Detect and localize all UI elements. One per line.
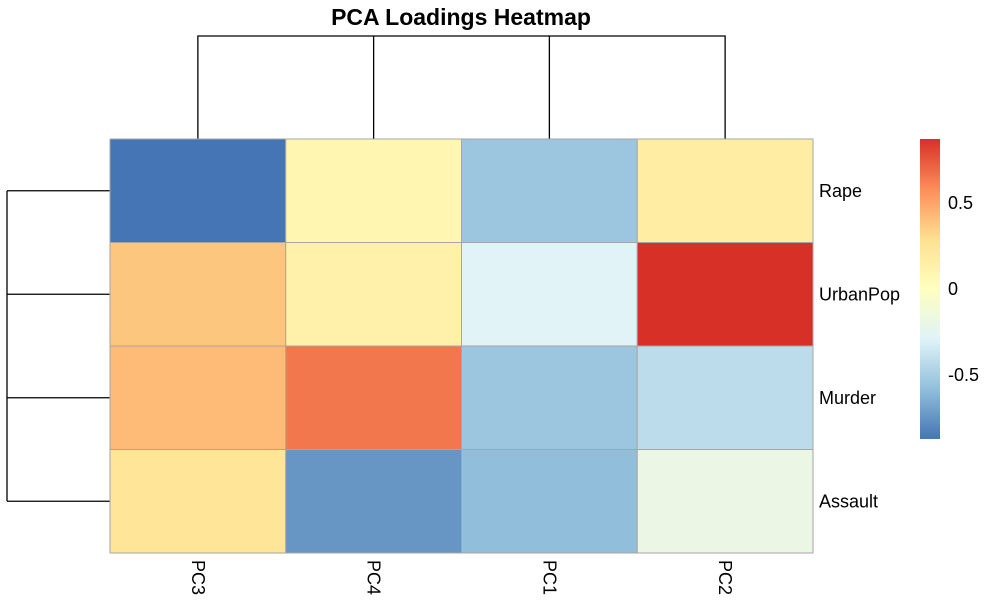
row-label: Rape bbox=[819, 181, 862, 201]
legend-ticks: 0.5 0 -0.5 bbox=[948, 193, 979, 385]
heatmap-cell bbox=[461, 449, 638, 554]
heatmap-cell bbox=[461, 242, 638, 347]
legend-tick-label: 0.5 bbox=[948, 193, 973, 213]
heatmap-cell bbox=[285, 345, 462, 450]
column-label: PC4 bbox=[364, 560, 384, 595]
column-dendrogram-branches bbox=[197, 35, 726, 139]
column-label: PC1 bbox=[539, 560, 559, 595]
heatmap-cell bbox=[285, 138, 462, 243]
legend-tick-label: 0 bbox=[948, 279, 958, 299]
column-label: PC2 bbox=[715, 560, 735, 595]
row-labels: Rape UrbanPop Murder Assault bbox=[819, 181, 900, 512]
heatmap-cell bbox=[285, 242, 462, 347]
heatmap-cell bbox=[109, 345, 287, 450]
heatmap-cell bbox=[461, 138, 638, 243]
row-label: Murder bbox=[819, 388, 876, 408]
column-dendrogram bbox=[197, 35, 726, 139]
heatmap-cell bbox=[636, 242, 814, 347]
heatmap-cell bbox=[109, 242, 287, 347]
legend-tick-label: -0.5 bbox=[948, 365, 979, 385]
heatmap-cell bbox=[636, 345, 814, 450]
heatmap-cell bbox=[109, 138, 287, 243]
heatmap-cell bbox=[285, 449, 462, 554]
chart-title: PCA Loadings Heatmap bbox=[331, 4, 591, 30]
heatmap-cells bbox=[109, 138, 814, 554]
heatmap-cell bbox=[636, 449, 814, 554]
row-dendrogram-branches bbox=[6, 190, 110, 502]
color-legend: 0.5 0 -0.5 bbox=[920, 139, 979, 439]
row-label: Assault bbox=[819, 491, 878, 511]
row-dendrogram bbox=[6, 190, 110, 502]
row-label: UrbanPop bbox=[819, 284, 900, 304]
heatmap-cell bbox=[461, 345, 638, 450]
column-labels: PC3 PC4 PC1 PC2 bbox=[188, 560, 735, 595]
legend-color-bar bbox=[920, 139, 940, 439]
heatmap-cell bbox=[636, 138, 814, 243]
heatmap-cell bbox=[109, 449, 287, 554]
column-label: PC3 bbox=[188, 560, 208, 595]
